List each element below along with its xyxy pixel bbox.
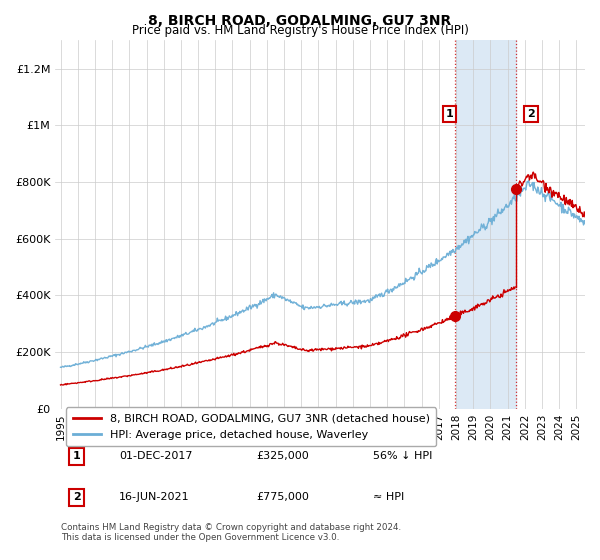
Bar — [456, 40, 516, 409]
Text: Contains HM Land Registry data © Crown copyright and database right 2024.
This d: Contains HM Land Registry data © Crown c… — [61, 523, 401, 542]
Text: £325,000: £325,000 — [257, 451, 310, 461]
Text: 2: 2 — [527, 109, 535, 119]
Text: 16-JUN-2021: 16-JUN-2021 — [119, 492, 190, 502]
Text: 1: 1 — [446, 109, 454, 119]
Text: 8, BIRCH ROAD, GODALMING, GU7 3NR: 8, BIRCH ROAD, GODALMING, GU7 3NR — [148, 14, 452, 28]
Text: £775,000: £775,000 — [257, 492, 310, 502]
Text: 56% ↓ HPI: 56% ↓ HPI — [373, 451, 433, 461]
Text: 01-DEC-2017: 01-DEC-2017 — [119, 451, 193, 461]
Text: Price paid vs. HM Land Registry's House Price Index (HPI): Price paid vs. HM Land Registry's House … — [131, 24, 469, 37]
Text: 1: 1 — [73, 451, 80, 461]
Text: ≈ HPI: ≈ HPI — [373, 492, 404, 502]
Text: 2: 2 — [73, 492, 80, 502]
Legend: 8, BIRCH ROAD, GODALMING, GU7 3NR (detached house), HPI: Average price, detached: 8, BIRCH ROAD, GODALMING, GU7 3NR (detac… — [66, 407, 436, 446]
